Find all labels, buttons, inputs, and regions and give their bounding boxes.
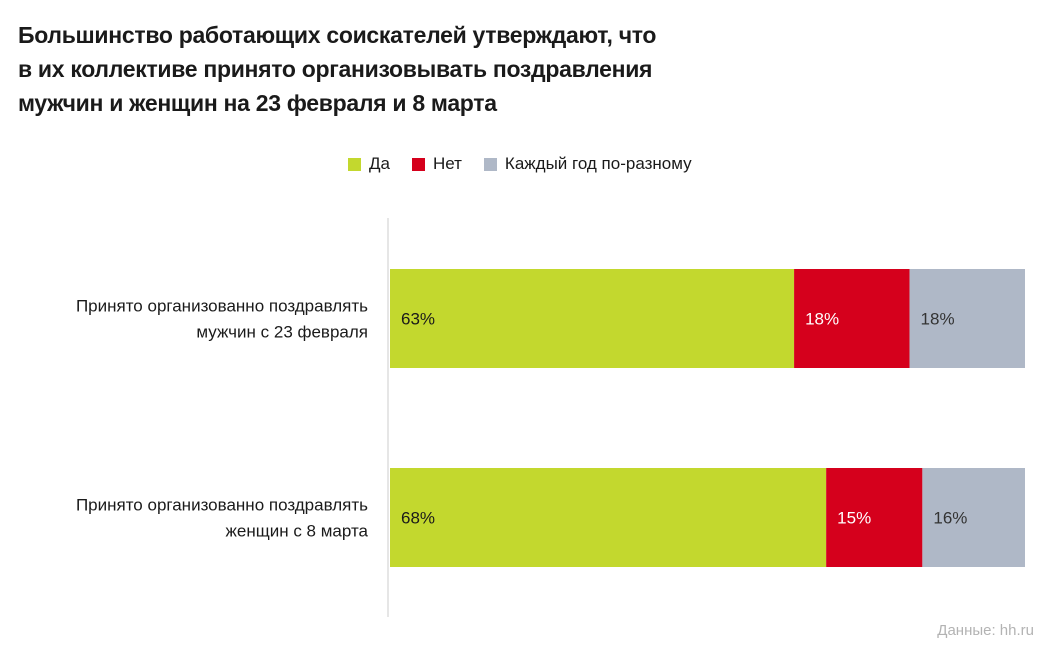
bar-segment-1-1 [390, 269, 795, 368]
legend-label-no: Нет [432, 154, 462, 173]
category-label-2-line-1: Принято организованно поздравлять [76, 496, 368, 515]
bar-value-label-2-2: 15% [837, 509, 871, 528]
category-label-1-line-1: Принято организованно поздравлять [76, 297, 368, 316]
legend-label-yes: Да [369, 154, 390, 173]
chart-title: Большинство работающих соискателей утвер… [18, 18, 738, 120]
legend-swatch-varies [483, 157, 497, 171]
bar-segment-1-3 [909, 269, 1025, 368]
legend: Да Нет Каждый год по-разному [348, 152, 714, 176]
chart-title-line-1: Большинство работающих соискателей утвер… [18, 22, 657, 48]
category-label-2-line-2: женщин с 8 марта [226, 522, 369, 541]
legend-item-varies: Каждый год по-разному [483, 154, 692, 174]
category-label-1-line-2: мужчин с 23 февраля [196, 323, 368, 342]
legend-item-no: Нет [411, 154, 462, 174]
bar-segment-2-3 [922, 468, 1025, 567]
bar-value-label-2-3: 16% [933, 509, 967, 528]
bar-value-label-1-3: 18% [921, 310, 955, 329]
bar-segment-2-2 [826, 468, 923, 567]
bar-value-label-2-1: 68% [401, 509, 435, 528]
chart-title-line-2: в их коллективе принято организовывать п… [18, 56, 653, 82]
bar-segment-1-2 [794, 269, 910, 368]
data-source: Данные: hh.ru [937, 622, 1034, 639]
legend-item-yes: Да [348, 154, 390, 174]
legend-swatch-yes [348, 157, 361, 171]
bar-segment-2-1 [390, 468, 827, 567]
bar-value-label-1-1: 63% [401, 310, 435, 329]
legend-label-varies: Каждый год по-разному [504, 154, 692, 173]
legend-swatch-no [411, 157, 425, 171]
bar-value-label-1-2: 18% [805, 310, 839, 329]
chart-title-line-3: мужчин и женщин на 23 февраля и 8 марта [18, 90, 497, 116]
